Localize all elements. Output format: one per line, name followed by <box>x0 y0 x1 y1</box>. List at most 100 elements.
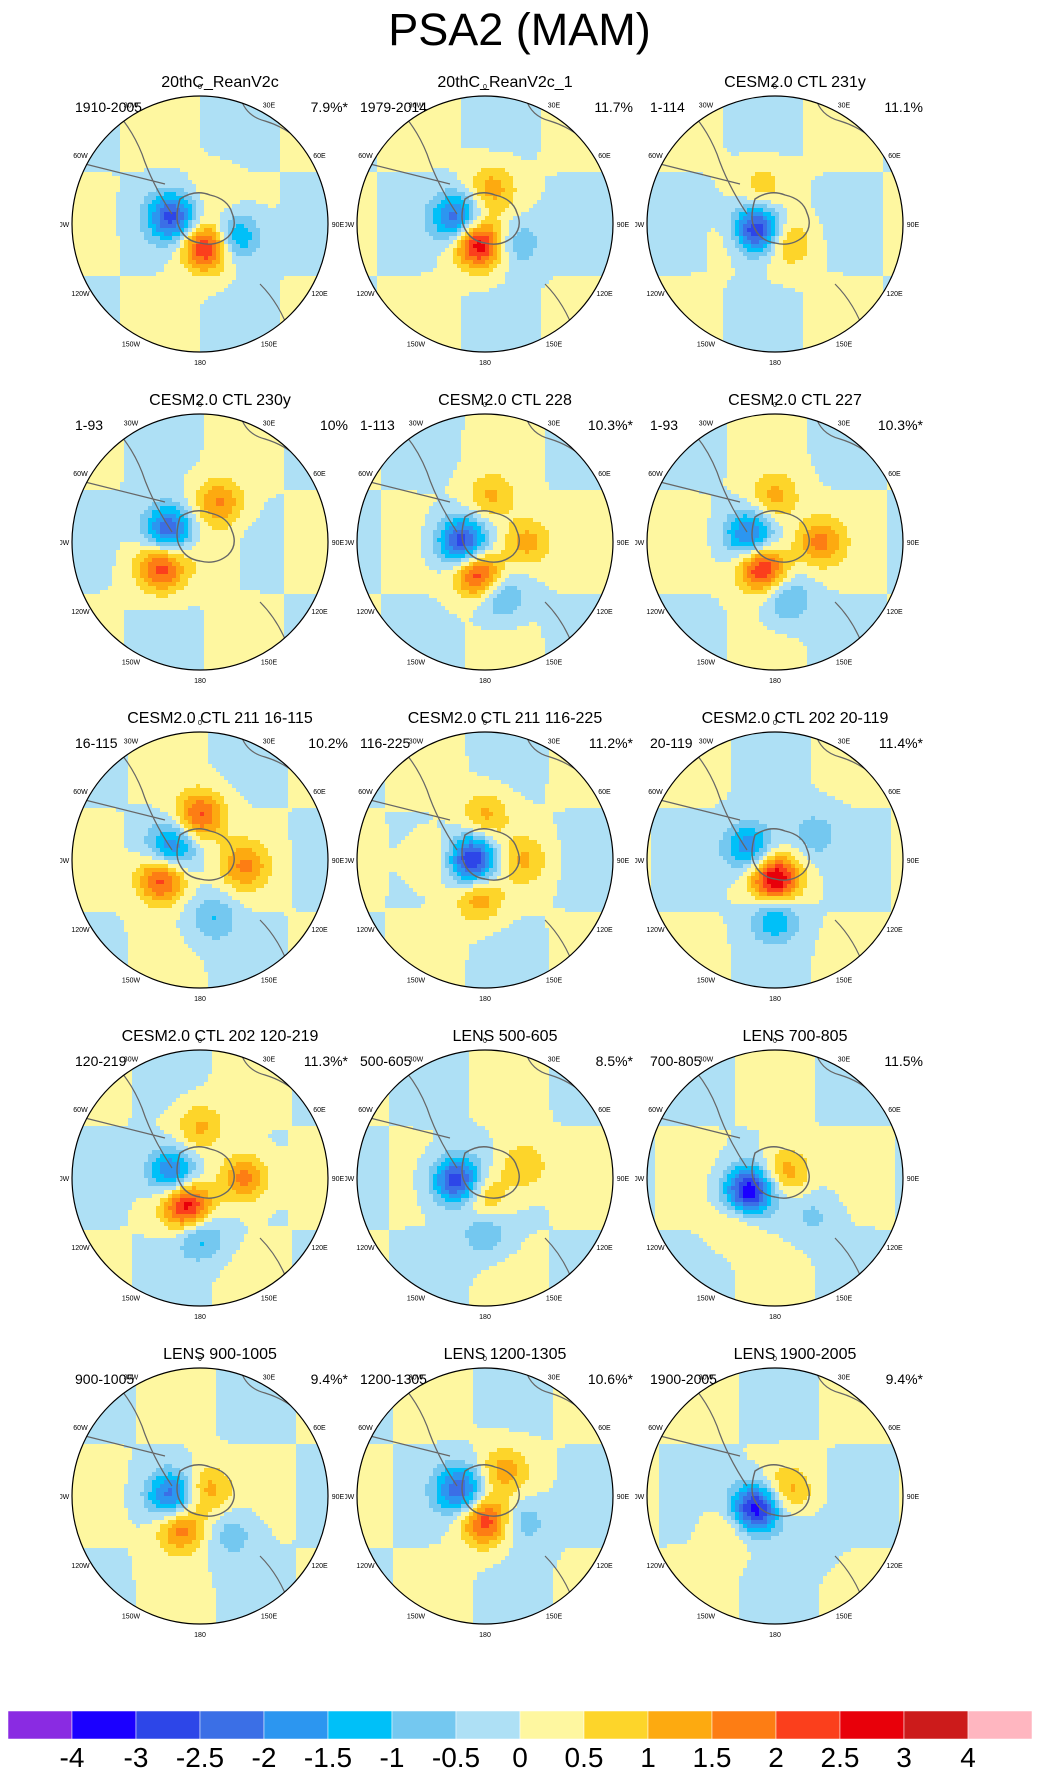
longitude-label: 60E <box>888 471 901 478</box>
longitude-label: 0 <box>483 1038 487 1045</box>
longitude-label: 60W <box>358 471 373 478</box>
colorbar <box>8 1711 1032 1739</box>
longitude-label: 120E <box>311 1563 328 1570</box>
longitude-label: 120E <box>596 291 613 298</box>
longitude-label: 0 <box>198 84 202 91</box>
longitude-label: 180 <box>769 996 781 1003</box>
longitude-label: 120W <box>71 1563 90 1570</box>
colorbar-swatch <box>840 1711 904 1739</box>
longitude-label: 150E <box>836 1614 853 1621</box>
longitude-label: 120W <box>646 609 665 616</box>
colorbar-swatch <box>712 1711 776 1739</box>
longitude-label: 30E <box>548 102 561 109</box>
longitude-label: 90E <box>907 1494 920 1501</box>
longitude-label: 0 <box>773 720 777 727</box>
colorbar-tick-label: -3 <box>101 1742 171 1774</box>
longitude-label: 180 <box>194 678 206 685</box>
longitude-label: 150E <box>261 342 278 349</box>
longitude-label: 60E <box>598 1425 611 1432</box>
longitude-label: 150W <box>407 1296 426 1303</box>
longitude-label: 180 <box>479 1314 491 1321</box>
longitude-label: 150E <box>261 1296 278 1303</box>
longitude-label: 60W <box>73 1425 88 1432</box>
longitude-label: 30W <box>699 1056 714 1063</box>
polar-map: 030E60E90E120E150E180150W120W90W60W30W <box>60 392 380 712</box>
polar-map: 030E60E90E120E150E180150W120W90W60W30W <box>60 710 380 1030</box>
longitude-label: 120W <box>646 1563 665 1570</box>
colorbar-tick-label: 3 <box>869 1742 939 1774</box>
longitude-label: 60E <box>313 471 326 478</box>
longitude-label: 60E <box>313 153 326 160</box>
longitude-label: 150E <box>546 1614 563 1621</box>
colorbar-swatch <box>456 1711 520 1739</box>
longitude-label: 180 <box>479 1632 491 1639</box>
longitude-label: 150W <box>407 978 426 985</box>
longitude-label: 150W <box>407 342 426 349</box>
colorbar-tick-label: -2.5 <box>165 1742 235 1774</box>
longitude-label: 60E <box>313 789 326 796</box>
longitude-label: 30W <box>699 102 714 109</box>
longitude-label: 150W <box>407 1614 426 1621</box>
longitude-label: 120E <box>886 1245 903 1252</box>
longitude-label: 90E <box>332 1494 345 1501</box>
longitude-label: 30E <box>548 420 561 427</box>
longitude-label: 120W <box>71 927 90 934</box>
longitude-label: 120E <box>311 1245 328 1252</box>
longitude-label: 90E <box>907 858 920 865</box>
colorbar-swatch <box>776 1711 840 1739</box>
longitude-label: 90E <box>617 1494 630 1501</box>
longitude-label: 30W <box>699 738 714 745</box>
longitude-label: 150E <box>546 1296 563 1303</box>
polar-map: 030E60E90E120E150E180150W120W90W60W30W <box>635 1028 955 1348</box>
longitude-label: 90E <box>332 540 345 547</box>
longitude-label: 90W <box>345 222 355 229</box>
longitude-label: 150W <box>122 1614 141 1621</box>
longitude-label: 180 <box>769 1632 781 1639</box>
longitude-label: 60E <box>888 1107 901 1114</box>
longitude-label: 180 <box>769 1314 781 1321</box>
colorbar-swatch <box>584 1711 648 1739</box>
longitude-label: 90E <box>332 858 345 865</box>
longitude-label: 150W <box>697 1614 716 1621</box>
longitude-label: 90E <box>332 222 345 229</box>
longitude-label: 180 <box>194 1632 206 1639</box>
colorbar-swatch <box>520 1711 584 1739</box>
colorbar-tick-label: 0 <box>485 1742 555 1774</box>
longitude-label: 180 <box>479 678 491 685</box>
longitude-label: 90E <box>907 222 920 229</box>
longitude-label: 180 <box>769 678 781 685</box>
longitude-label: 90E <box>332 1176 345 1183</box>
longitude-label: 150W <box>122 342 141 349</box>
longitude-label: 60W <box>648 1425 663 1432</box>
longitude-label: 150E <box>546 978 563 985</box>
longitude-label: 60E <box>598 153 611 160</box>
longitude-label: 150E <box>836 342 853 349</box>
longitude-label: 30W <box>124 102 139 109</box>
longitude-label: 90E <box>617 1176 630 1183</box>
longitude-label: 60E <box>888 153 901 160</box>
colorbar-swatch <box>136 1711 200 1739</box>
longitude-label: 120W <box>646 927 665 934</box>
longitude-label: 150E <box>261 1614 278 1621</box>
colorbar-swatch <box>904 1711 968 1739</box>
longitude-label: 30E <box>838 738 851 745</box>
colorbar-swatch <box>968 1711 1032 1739</box>
longitude-label: 60E <box>598 789 611 796</box>
polar-map: 030E60E90E120E150E180150W120W90W60W30W <box>60 74 380 394</box>
colorbar-tick-label: 0.5 <box>549 1742 619 1774</box>
longitude-label: 60W <box>358 1107 373 1114</box>
polar-map: 030E60E90E120E150E180150W120W90W60W30W <box>345 710 665 1030</box>
longitude-label: 120W <box>356 1245 375 1252</box>
longitude-label: 30W <box>124 738 139 745</box>
longitude-label: 30W <box>699 1374 714 1381</box>
colorbar-tick-label: 2.5 <box>805 1742 875 1774</box>
longitude-label: 120E <box>596 1563 613 1570</box>
colorbar-tick-label: 2 <box>741 1742 811 1774</box>
longitude-label: 30E <box>263 1374 276 1381</box>
longitude-label: 0 <box>773 1356 777 1363</box>
longitude-label: 90W <box>60 858 70 865</box>
colorbar-swatch <box>8 1711 72 1739</box>
longitude-label: 0 <box>773 402 777 409</box>
longitude-label: 180 <box>769 360 781 367</box>
